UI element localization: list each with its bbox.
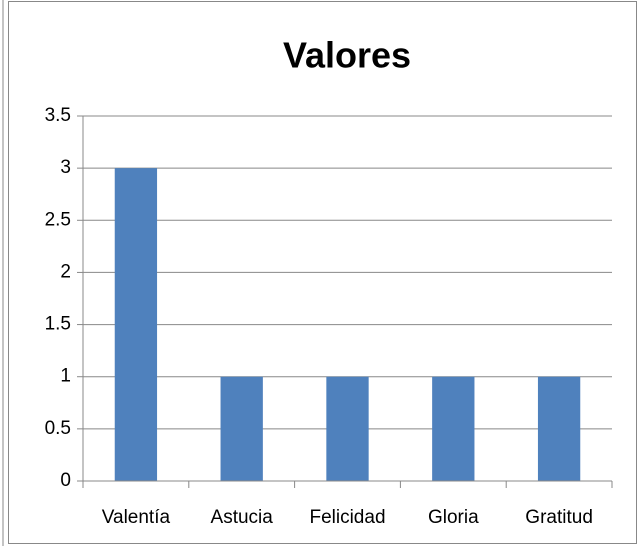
bar <box>114 168 158 481</box>
x-tick-label: Gloria <box>428 507 479 528</box>
y-tick-label: 3.5 <box>45 105 71 126</box>
bar <box>220 376 263 481</box>
x-tick-label: Felicidad <box>309 507 385 528</box>
y-tick-label: 0 <box>60 470 71 491</box>
y-tick-label: 2.5 <box>45 209 71 230</box>
y-tick-label: 2 <box>60 261 71 282</box>
chart-border <box>8 1 637 544</box>
x-tick-label: Valentía <box>102 507 171 528</box>
bar <box>432 376 475 481</box>
bar <box>537 376 581 481</box>
y-tick-label: 0.5 <box>45 418 71 439</box>
x-tick-label: Astucia <box>211 507 274 528</box>
y-tick-label: 1 <box>60 366 71 387</box>
y-tick-label: 1.5 <box>45 314 71 335</box>
bar <box>326 376 369 481</box>
y-tick-label: 3 <box>60 157 71 178</box>
x-tick-label: Gratitud <box>525 507 593 528</box>
chart-title: Valores <box>283 35 411 76</box>
